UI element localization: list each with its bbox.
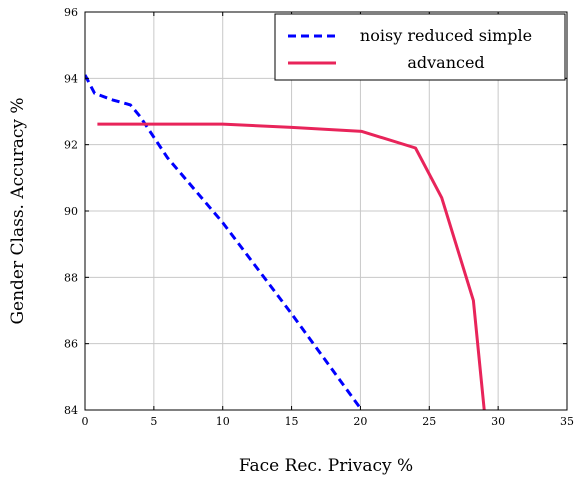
legend-box (274, 13, 566, 81)
legend: noisy reduced simple advanced (274, 13, 566, 81)
y-tick-label: 84 (64, 404, 78, 417)
ticks: 0 5 10 15 20 25 30 35 84 86 88 90 92 94 96 (64, 6, 574, 428)
x-tick-label: 10 (216, 415, 230, 428)
y-tick-label: 94 (64, 72, 78, 85)
x-tick-label: 25 (422, 415, 436, 428)
y-tick-label: 90 (64, 205, 78, 218)
y-tick-label: 86 (64, 338, 78, 351)
series-layer (85, 74, 486, 410)
x-tick-label: 35 (560, 415, 574, 428)
legend-label-noisy-reduced-simple: noisy reduced simple (360, 26, 532, 45)
y-axis-label: Gender Class. Accuracy % (8, 97, 28, 324)
y-tick-label: 88 (64, 271, 78, 284)
y-tick-label: 96 (64, 6, 78, 19)
x-tick-label: 15 (285, 415, 299, 428)
x-tick-label: 5 (150, 415, 157, 428)
series-line-noisy-reduced-simple (85, 74, 362, 410)
x-tick-label: 0 (82, 415, 89, 428)
x-tick-label: 30 (491, 415, 505, 428)
x-tick-label: 20 (353, 415, 367, 428)
y-tick-label: 92 (64, 139, 78, 152)
series-line-advanced (97, 122, 486, 410)
legend-label-advanced: advanced (407, 53, 484, 72)
x-axis-label: Face Rec. Privacy % (239, 456, 413, 476)
